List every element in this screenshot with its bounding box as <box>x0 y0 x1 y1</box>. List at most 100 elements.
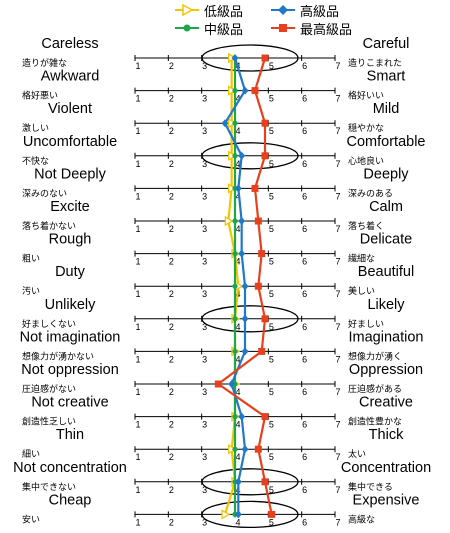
scale-tick-label: 2 <box>169 257 174 267</box>
scale-tick-label: 6 <box>302 159 307 169</box>
left-pole-label: Cheap <box>49 492 92 508</box>
right-pole-jp-label: 創造性豊かな <box>348 416 402 428</box>
scale-tick-label: 4 <box>235 452 240 462</box>
left-pole-label: Careless <box>41 36 98 52</box>
right-pole-label: Imagination <box>349 329 424 345</box>
series-point-3 <box>254 217 262 225</box>
scale-tick-label: 7 <box>335 517 340 527</box>
right-pole-jp-label: 好ましい <box>348 318 384 330</box>
scale-tick-label: 7 <box>335 387 340 397</box>
scale-tick-label: 4 <box>235 191 240 201</box>
scale-tick-label: 1 <box>135 387 140 397</box>
right-pole-label: Expensive <box>353 492 420 508</box>
scale-tick-label: 1 <box>135 289 140 299</box>
legend-label-mid: 中級品 <box>204 22 244 38</box>
series-point-3 <box>261 413 269 421</box>
series-point-1 <box>232 153 238 159</box>
scale-tick-label: 7 <box>335 420 340 430</box>
scale-tick-label: 6 <box>302 289 307 299</box>
left-pole-jp-label: 激しい <box>22 122 49 134</box>
right-pole-label: Oppression <box>349 362 423 378</box>
scale-tick-label: 4 <box>235 224 240 234</box>
scale-tick-label: 4 <box>235 420 240 430</box>
series-point-3 <box>258 347 266 355</box>
series-point-3 <box>261 478 269 486</box>
scale-tick-label: 4 <box>235 94 240 104</box>
scale-tick-label: 3 <box>202 354 207 364</box>
right-pole-jp-label: 穏やかな <box>348 123 384 134</box>
highlight-ellipse <box>201 468 299 496</box>
series-point-1 <box>232 218 238 224</box>
scale-tick-label: 1 <box>135 224 140 234</box>
right-pole-jp-label: 想像力が湧く <box>348 350 402 362</box>
right-pole-label: Thick <box>369 427 404 443</box>
highlight-ellipse <box>201 142 299 170</box>
left-pole-jp-label: 想像力が湧かない <box>22 350 94 362</box>
right-pole-label: Mild <box>373 101 400 117</box>
right-pole-label: Calm <box>369 199 403 215</box>
left-pole-jp-label: 創造性乏しい <box>22 416 76 428</box>
scale-tick-label: 6 <box>302 322 307 332</box>
scale-tick-label: 3 <box>202 191 207 201</box>
scale-tick-label: 1 <box>135 61 140 71</box>
left-pole-label: Thin <box>56 427 84 443</box>
scale-tick-label: 1 <box>135 452 140 462</box>
scale-tick-label: 4 <box>235 354 240 364</box>
left-pole-jp-label: 粗い <box>22 253 40 265</box>
scale-tick-label: 3 <box>202 257 207 267</box>
highlight-ellipse <box>201 500 299 529</box>
highlight-ellipse <box>201 305 299 333</box>
scale-tick-label: 3 <box>202 517 207 527</box>
series-point-0 <box>224 215 234 227</box>
scale-tick-label: 1 <box>135 94 140 104</box>
right-pole-label: Likely <box>367 297 405 313</box>
series-point-1 <box>232 283 238 289</box>
scale-tick-label: 3 <box>202 452 207 462</box>
scale-tick-label: 1 <box>135 322 140 332</box>
left-pole-jp-label: 細い <box>22 448 40 460</box>
left-pole-jp-label: 格好悪い <box>22 90 58 102</box>
scale-tick-label: 2 <box>169 94 174 104</box>
series-point-3 <box>261 152 269 160</box>
series-point-2 <box>241 86 249 95</box>
series-point-0 <box>228 118 237 129</box>
series-point-3 <box>261 119 269 127</box>
scale-tick-label: 2 <box>169 354 174 364</box>
series-point-2 <box>221 119 229 128</box>
scale-tick-label: 4 <box>235 257 240 267</box>
left-pole-label: Not imagination <box>20 329 121 345</box>
scale-tick-label: 1 <box>135 485 140 495</box>
series-point-2 <box>241 314 249 323</box>
left-pole-jp-label: 造りが雑な <box>22 57 67 69</box>
right-pole-label: Creative <box>359 395 413 411</box>
scale-tick-label: 7 <box>335 257 340 267</box>
right-pole-jp-label: 心地良い <box>348 155 384 167</box>
scale-tick-label: 5 <box>269 257 274 267</box>
series-point-3 <box>214 380 222 388</box>
scale-tick-label: 7 <box>335 485 340 495</box>
left-pole-label: Not creative <box>31 395 108 411</box>
scale-tick-label: 4 <box>235 159 240 169</box>
scale-tick-label: 5 <box>269 191 274 201</box>
scale-tick-label: 2 <box>169 224 174 234</box>
left-pole-jp-label: 圧迫感がない <box>22 383 76 395</box>
legend-item-mid: 中級品 <box>174 20 244 38</box>
legend-item-high: 高級品 <box>270 2 339 20</box>
scale-tick-label: 6 <box>302 485 307 495</box>
right-pole-label: Deeply <box>363 166 409 182</box>
scale-tick-label: 7 <box>335 322 340 332</box>
scale-tick-label: 5 <box>269 354 274 364</box>
left-pole-jp-label: 深みのない <box>22 188 67 199</box>
scale-tick-label: 6 <box>302 354 307 364</box>
scale-tick-label: 5 <box>269 94 274 104</box>
scale-tick-label: 7 <box>335 354 340 364</box>
scale-tick-label: 7 <box>335 224 340 234</box>
scale-tick-label: 5 <box>269 517 274 527</box>
series-point-0 <box>228 183 237 194</box>
series-point-3 <box>268 510 276 518</box>
scale-tick-label: 2 <box>169 485 174 495</box>
chart-legend: 低級品 高級品 中級品 最高級品 <box>140 2 370 38</box>
scale-tick-label: 6 <box>302 94 307 104</box>
right-pole-jp-label: 造りこまれた <box>348 57 402 69</box>
left-pole-label: Awkward <box>41 69 100 85</box>
